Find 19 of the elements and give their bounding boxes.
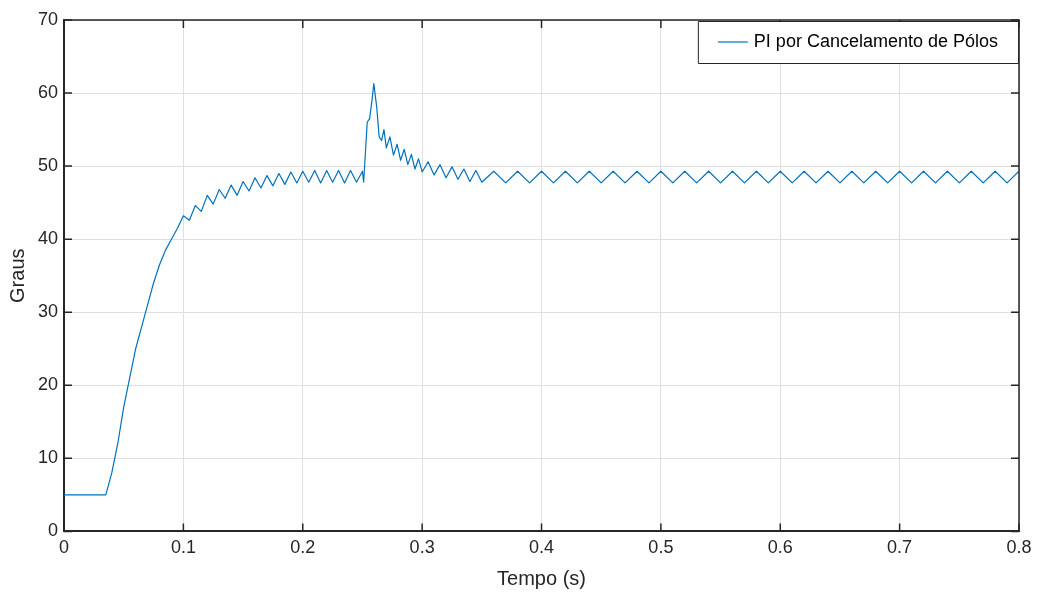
y-tick-label: 40 bbox=[37, 228, 59, 249]
x-tick-label: 0.2 bbox=[290, 537, 316, 558]
x-axis-title: Tempo (s) bbox=[497, 566, 586, 589]
y-tick-label: 0 bbox=[48, 520, 59, 541]
y-tick-label: 10 bbox=[37, 447, 59, 468]
y-tick-label: 60 bbox=[37, 82, 59, 103]
x-tick-label: 0.8 bbox=[1006, 537, 1032, 558]
x-tick-label: 0.4 bbox=[529, 537, 555, 558]
x-tick-label: 0.1 bbox=[170, 537, 196, 558]
y-tick-label: 50 bbox=[37, 155, 59, 176]
y-tick-label: 20 bbox=[37, 374, 59, 395]
y-tick-label: 70 bbox=[37, 8, 59, 29]
x-tick-label: 0.5 bbox=[648, 537, 674, 558]
x-tick-label: 0.7 bbox=[887, 537, 913, 558]
legend-label: PI por Cancelamento de Pólos bbox=[753, 30, 999, 51]
y-tick-label: 30 bbox=[37, 301, 59, 322]
x-tick-label: 0.6 bbox=[767, 537, 793, 558]
y-axis-title: Graus bbox=[5, 248, 28, 303]
x-tick-label: 0.3 bbox=[409, 537, 435, 558]
